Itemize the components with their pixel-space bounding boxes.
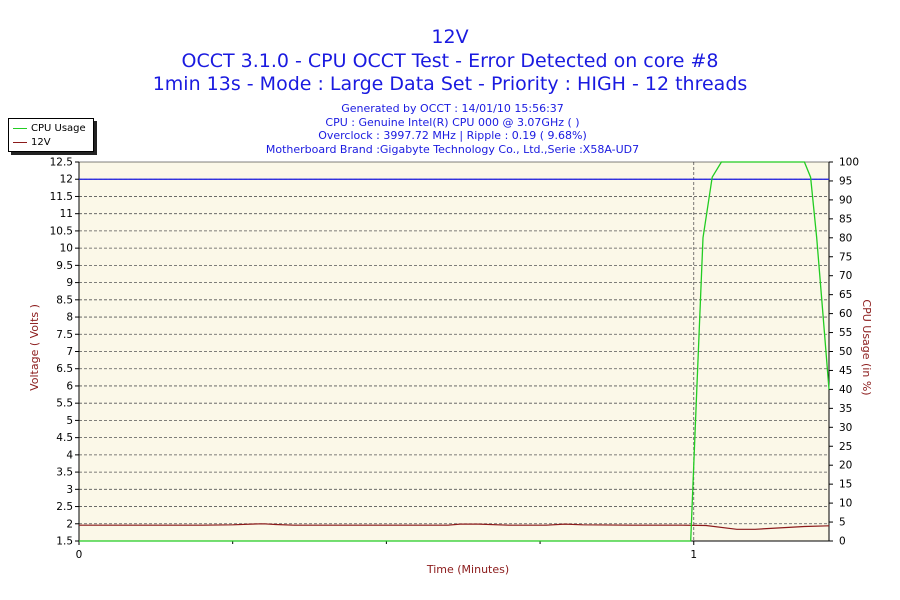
y-tick-label: 12 — [60, 174, 73, 186]
chart-subtitle-mode: 1min 13s - Mode : Large Data Set - Prior… — [152, 73, 748, 95]
chart-subtitle-test: OCCT 3.1.0 - CPU OCCT Test - Error Detec… — [181, 50, 719, 72]
y2-tick-label: 85 — [839, 213, 852, 225]
legend-swatch-12v — [13, 141, 27, 143]
y2-tick-label: 10 — [839, 498, 852, 510]
legend-label-12v: 12V — [31, 137, 51, 148]
y2-tick-label: 100 — [839, 157, 859, 169]
chart-title: 12V — [431, 26, 469, 48]
y2-tick-label: 55 — [839, 327, 852, 339]
y-tick-label: 11.5 — [50, 191, 73, 203]
y-tick-label: 11 — [60, 208, 73, 220]
y2-tick-label: 40 — [839, 384, 852, 396]
y-tick-label: 9 — [66, 277, 73, 289]
y2-tick-label: 5 — [839, 517, 846, 529]
y-tick-label: 7.5 — [56, 329, 73, 341]
y2-tick-label: 90 — [839, 194, 852, 206]
legend-item-12v: 12V — [13, 136, 51, 149]
y-tick-label: 10.5 — [50, 225, 73, 237]
y-tick-label: 2 — [66, 518, 73, 530]
info-motherboard: Motherboard Brand :Gigabyte Technology C… — [265, 142, 640, 156]
legend-swatch-cpu-usage — [13, 127, 27, 129]
y2-tick-label: 45 — [839, 365, 852, 377]
y2-tick-label: 50 — [839, 346, 852, 358]
y2-tick-label: 20 — [839, 460, 852, 472]
y-tick-label: 5 — [66, 415, 73, 427]
y-tick-label: 4.5 — [56, 432, 73, 444]
legend-item-cpu-usage: CPU Usage — [13, 122, 86, 135]
y-tick-label: 3 — [66, 484, 73, 496]
y-tick-label: 10 — [60, 243, 73, 255]
info-generated: Generated by OCCT : 14/01/10 15:56:37 — [341, 102, 564, 115]
y2-tick-label: 15 — [839, 479, 852, 491]
y2-tick-label: 95 — [839, 175, 852, 187]
series-line-12v — [79, 523, 830, 530]
y-tick-label: 5.5 — [56, 398, 73, 410]
x-axis-title: Time (Minutes) — [426, 563, 509, 576]
y2-tick-label: 0 — [839, 536, 846, 548]
y-tick-label: 4 — [66, 449, 73, 461]
y2-tick-label: 25 — [839, 441, 852, 453]
y-tick-label: 3.5 — [56, 467, 73, 479]
y-tick-label: 6.5 — [56, 363, 73, 375]
y2-tick-label: 75 — [839, 251, 852, 263]
y2-axis-title: CPU Usage (in %) — [860, 299, 873, 395]
y-tick-label: 1.5 — [56, 536, 73, 548]
y-tick-label: 2.5 — [56, 501, 73, 513]
y2-tick-label: 65 — [839, 289, 852, 301]
y-tick-label: 9.5 — [56, 260, 73, 272]
info-cpu: CPU : Genuine Intel(R) CPU 000 @ 3.07GHz… — [325, 115, 580, 129]
y-tick-label: 8.5 — [56, 294, 73, 306]
y-tick-label: 12.5 — [50, 157, 73, 169]
chart-legend: CPU Usage 12V — [8, 118, 94, 152]
x-tick-label: 1 — [690, 549, 697, 561]
y2-tick-label: 60 — [839, 308, 852, 320]
y-tick-label: 7 — [66, 346, 73, 358]
y2-tick-label: 80 — [839, 232, 852, 244]
y-tick-label: 6 — [66, 380, 73, 392]
series-line-cpu-usage — [79, 161, 830, 542]
y2-tick-label: 35 — [839, 403, 852, 415]
x-tick-label: 0 — [76, 549, 83, 561]
y2-tick-label: 30 — [839, 422, 852, 434]
y-axis-title: Voltage ( Volts ) — [28, 304, 41, 391]
info-overclock: Overclock : 3997.72 MHz | Ripple : 0.19 … — [318, 129, 587, 142]
y-tick-label: 8 — [66, 312, 73, 324]
y2-tick-label: 70 — [839, 270, 852, 282]
legend-label-cpu-usage: CPU Usage — [31, 123, 86, 134]
